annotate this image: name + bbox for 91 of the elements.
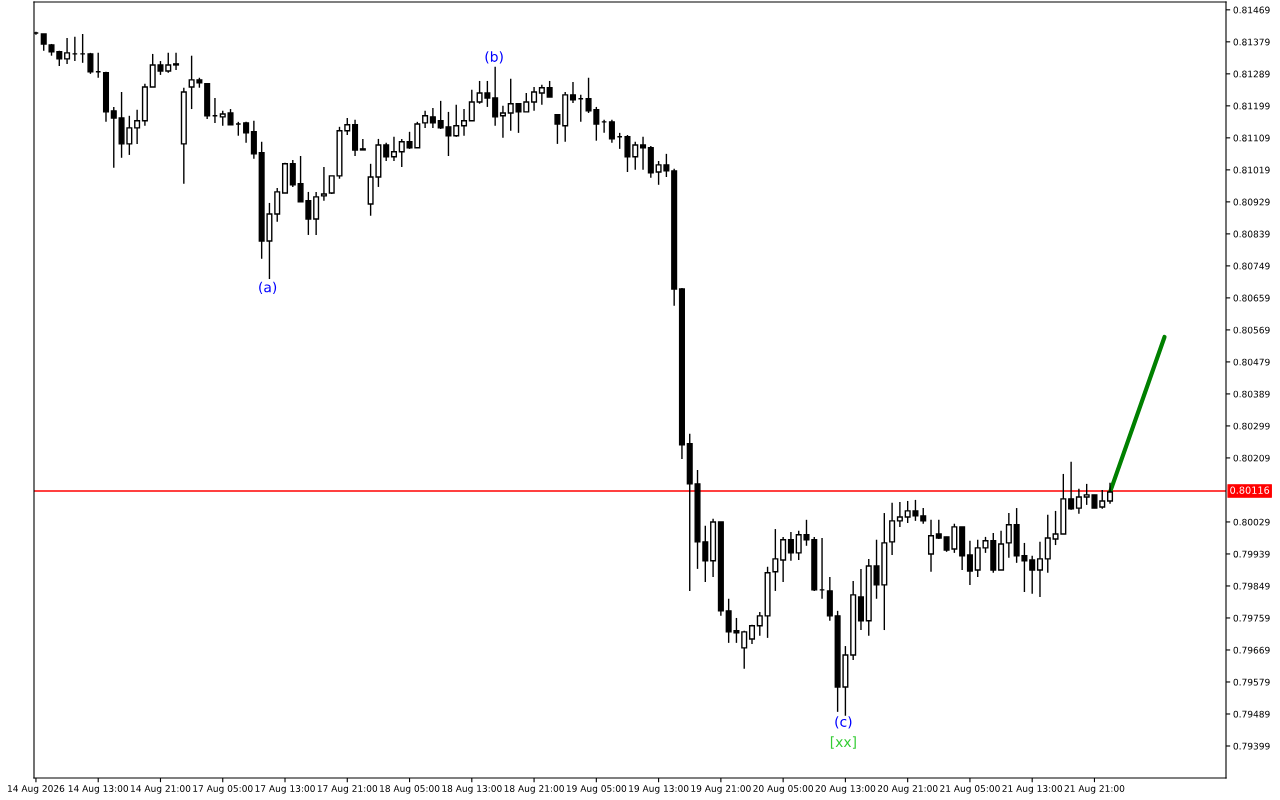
candlestick (1044, 514, 1051, 574)
y-tick-label: 0.80299 (1233, 422, 1270, 430)
annotation: [xx] (830, 736, 856, 749)
y-tick-label: 0.80389 (1233, 390, 1270, 398)
candlestick (1099, 489, 1106, 510)
y-tick-label: 0.81289 (1233, 70, 1270, 78)
y-tick-label: 0.80569 (1233, 326, 1270, 334)
y-tick-label: 0.79669 (1233, 646, 1270, 654)
y-tick-label: 0.80929 (1233, 198, 1270, 206)
y-tick-label: 0.80659 (1233, 294, 1270, 302)
x-tick-label: 14 Aug 2026 (8, 785, 65, 794)
candlestick (1075, 488, 1082, 515)
candlestick (64, 37, 71, 65)
candlestick (1068, 461, 1075, 511)
x-tick-label: 20 Aug 21:00 (877, 785, 938, 794)
candlestick (499, 105, 506, 139)
y-tick-label: 0.79489 (1233, 710, 1270, 718)
candlestick (383, 142, 390, 162)
x-tick-label: 21 Aug 13:00 (1002, 785, 1063, 794)
candlestick (289, 159, 296, 188)
x-tick-label: 18 Aug 05:00 (380, 785, 440, 794)
candlestick (772, 528, 779, 592)
candlestick (780, 536, 787, 583)
y-tick-label: 0.80479 (1233, 358, 1270, 366)
x-tick-label: 18 Aug 13:00 (442, 785, 502, 794)
x-tick-label: 19 Aug 05:00 (566, 785, 627, 794)
candlestick (632, 141, 639, 171)
candlestick (1029, 555, 1036, 595)
y-tick-label: 0.80749 (1233, 262, 1270, 270)
x-tick-label: 17 Aug 21:00 (317, 785, 378, 794)
candlestick (492, 66, 499, 127)
y-tick-label: 0.79939 (1233, 550, 1270, 558)
y-tick-label: 0.81019 (1233, 166, 1270, 174)
candlestick (313, 191, 320, 236)
candlestick (453, 104, 460, 138)
candlestick (320, 166, 327, 202)
y-tick-label: 0.81469 (1233, 6, 1270, 14)
candlestick (569, 81, 577, 104)
x-tick-label: 17 Aug 13:00 (255, 785, 315, 794)
candlestick (359, 138, 366, 151)
candlestick (966, 540, 973, 586)
candlestick (640, 136, 647, 171)
y-tick-label: 0.80839 (1233, 230, 1270, 238)
candlestick (134, 109, 141, 145)
y-tick-label: 0.79759 (1233, 614, 1270, 622)
x-tick-label: 21 Aug 05:00 (940, 785, 1000, 794)
candlestick (173, 52, 180, 71)
candlestick (787, 531, 794, 562)
x-tick-label: 17 Aug 05:00 (193, 785, 253, 794)
candlestick (896, 501, 903, 528)
x-tick-label: 20 Aug 05:00 (753, 785, 813, 794)
x-tick-label: 21 Aug 21:00 (1064, 785, 1125, 794)
y-tick-label: 0.79849 (1233, 582, 1270, 590)
candlestick (1036, 541, 1044, 598)
candlestick (756, 611, 763, 637)
candlestick (460, 108, 468, 137)
y-tick-label: 0.79399 (1233, 742, 1270, 750)
y-tick-label: 0.80029 (1233, 518, 1270, 526)
candlestick (1005, 512, 1012, 559)
y-tick-label: 0.81379 (1233, 38, 1270, 46)
candlestick (624, 134, 631, 173)
candlestick (274, 187, 281, 223)
x-tick-label: 14 Aug 13:00 (68, 785, 129, 794)
x-tick-label: 20 Aug 13:00 (815, 785, 876, 794)
candlestick (741, 630, 748, 670)
candlestick (554, 114, 561, 145)
annotation: (a) (259, 281, 277, 295)
candlestick (468, 89, 475, 122)
candlestick (250, 120, 257, 160)
x-tick-label: 14 Aug 21:00 (131, 785, 191, 794)
y-tick-label: 0.81199 (1233, 102, 1270, 110)
candlestick (429, 107, 436, 129)
x-tick-label: 18 Aug 21:00 (504, 785, 564, 794)
annotation: (c) (835, 716, 852, 729)
candlestick (1107, 482, 1114, 505)
candlestick (538, 84, 545, 106)
y-tick-label: 0.79579 (1233, 678, 1270, 686)
annotation: (b) (485, 51, 503, 64)
candlestick (110, 106, 117, 169)
ref-line-label: 0.80116 (1230, 486, 1270, 494)
candlestick (889, 502, 896, 556)
candlestick (608, 119, 615, 144)
candlestick (857, 568, 864, 631)
candlestick (398, 138, 405, 168)
y-tick-label: 0.80209 (1233, 454, 1270, 462)
x-tick-label: 19 Aug 13:00 (629, 785, 689, 794)
candlestick (531, 86, 538, 112)
y-tick-label: 0.81109 (1233, 134, 1270, 142)
candlestick (390, 136, 398, 162)
candlestick (927, 519, 935, 573)
x-tick-label: 19 Aug 21:00 (691, 785, 751, 794)
